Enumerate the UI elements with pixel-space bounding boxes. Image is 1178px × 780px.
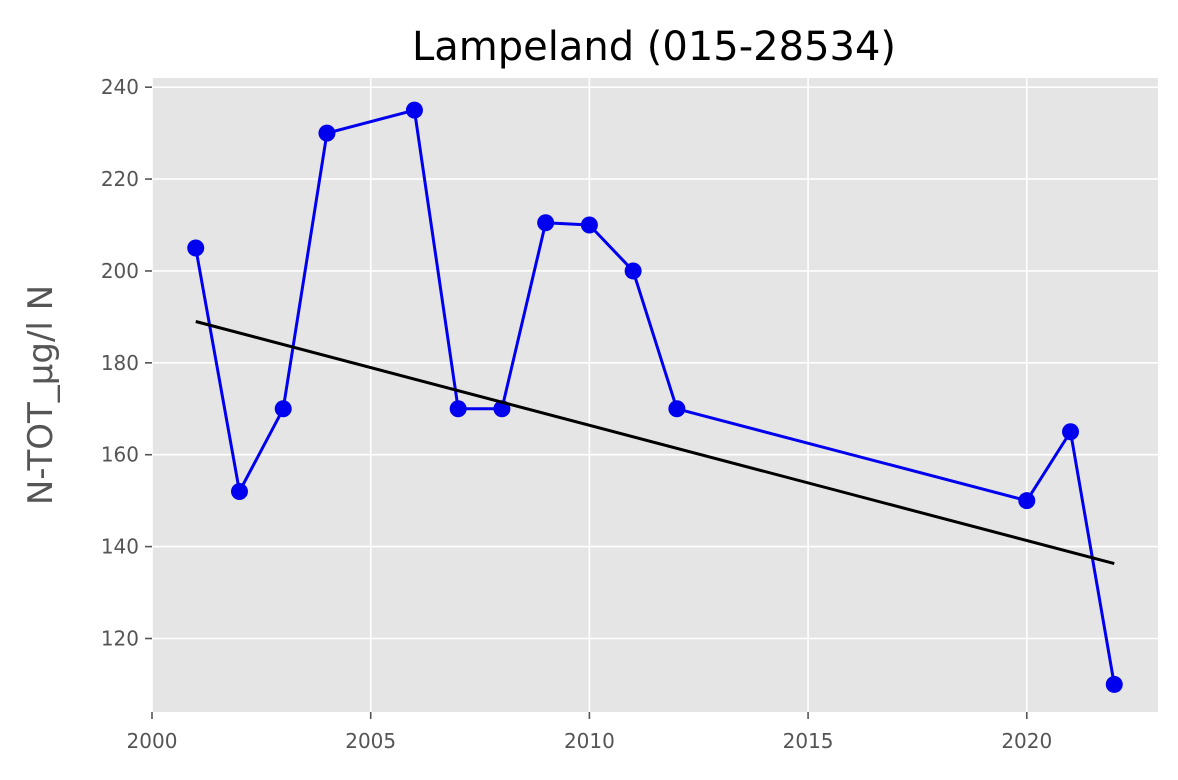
- data-point: [274, 400, 292, 418]
- y-tick-label: 140: [101, 535, 139, 559]
- data-point: [580, 216, 598, 234]
- data-point: [318, 124, 336, 142]
- data-point: [668, 400, 686, 418]
- chart-title: Lampeland (015-28534): [412, 24, 896, 70]
- data-point: [1062, 423, 1080, 441]
- axis-ticks: 2000 2005 2010 2015 2020 120 140 160 180 200 220 24…: [101, 75, 1052, 753]
- y-tick-label: 120: [101, 626, 139, 650]
- data-point: [1018, 492, 1036, 510]
- data-point: [405, 101, 423, 119]
- data-point: [449, 400, 467, 418]
- plot-area: [152, 78, 1158, 712]
- y-tick-label: 240: [101, 75, 139, 99]
- series-line: [194, 108, 1116, 685]
- data-point: [230, 482, 248, 500]
- x-tick-label: 2010: [564, 729, 615, 753]
- x-tick-label: 2015: [783, 729, 834, 753]
- data-point: [187, 239, 205, 257]
- data-point: [537, 214, 555, 232]
- y-tick-label: 220: [101, 167, 139, 191]
- data-point: [624, 262, 642, 280]
- y-axis-label: N-TOT_µg/l N: [21, 285, 61, 505]
- series: [187, 101, 1123, 693]
- x-tick-label: 2005: [345, 729, 396, 753]
- trend-line: [195, 320, 1115, 566]
- y-tick-label: 160: [101, 443, 139, 467]
- data-point: [1105, 675, 1123, 693]
- x-tick-label: 2000: [127, 729, 178, 753]
- x-tick-label: 2020: [1001, 729, 1052, 753]
- y-tick-label: 200: [101, 259, 139, 283]
- y-tick-label: 180: [101, 351, 139, 375]
